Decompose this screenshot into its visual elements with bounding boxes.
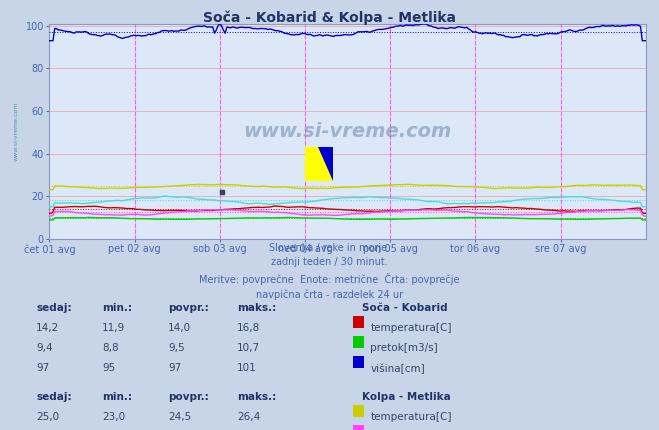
Text: www.si-vreme.com: www.si-vreme.com: [14, 101, 19, 161]
Text: sedaj:: sedaj:: [36, 392, 72, 402]
Text: pretok[m3/s]: pretok[m3/s]: [370, 343, 438, 353]
Text: temperatura[C]: temperatura[C]: [370, 412, 452, 422]
Bar: [305, 147, 333, 181]
Text: 95: 95: [102, 363, 115, 374]
Text: 16,8: 16,8: [237, 323, 260, 333]
Text: višina[cm]: višina[cm]: [370, 363, 425, 374]
Text: 23,0: 23,0: [102, 412, 125, 422]
Text: 9,5: 9,5: [168, 343, 185, 353]
Polygon shape: [318, 147, 333, 181]
Text: min.:: min.:: [102, 392, 132, 402]
Text: povpr.:: povpr.:: [168, 392, 209, 402]
Text: temperatura[C]: temperatura[C]: [370, 323, 452, 333]
Text: Soča - Kobarid & Kolpa - Metlika: Soča - Kobarid & Kolpa - Metlika: [203, 11, 456, 25]
Text: 14,2: 14,2: [36, 323, 59, 333]
Text: 24,5: 24,5: [168, 412, 191, 422]
Text: www.si-vreme.com: www.si-vreme.com: [243, 122, 452, 141]
Text: 10,7: 10,7: [237, 343, 260, 353]
Text: 101: 101: [237, 363, 257, 374]
Text: Soča - Kobarid: Soča - Kobarid: [362, 303, 448, 313]
Text: 8,8: 8,8: [102, 343, 119, 353]
Text: 9,4: 9,4: [36, 343, 53, 353]
Text: Kolpa - Metlika: Kolpa - Metlika: [362, 392, 451, 402]
Text: 26,4: 26,4: [237, 412, 260, 422]
Text: 25,0: 25,0: [36, 412, 59, 422]
Text: maks.:: maks.:: [237, 392, 277, 402]
Text: 97: 97: [36, 363, 49, 374]
Text: min.:: min.:: [102, 303, 132, 313]
Text: povpr.:: povpr.:: [168, 303, 209, 313]
Text: Slovenija / reke in morje.
zadnji teden / 30 minut.
Meritve: povprečne  Enote: m: Slovenija / reke in morje. zadnji teden …: [199, 243, 460, 300]
Text: sedaj:: sedaj:: [36, 303, 72, 313]
Text: 11,9: 11,9: [102, 323, 125, 333]
Text: maks.:: maks.:: [237, 303, 277, 313]
Text: 97: 97: [168, 363, 181, 374]
Text: 14,0: 14,0: [168, 323, 191, 333]
